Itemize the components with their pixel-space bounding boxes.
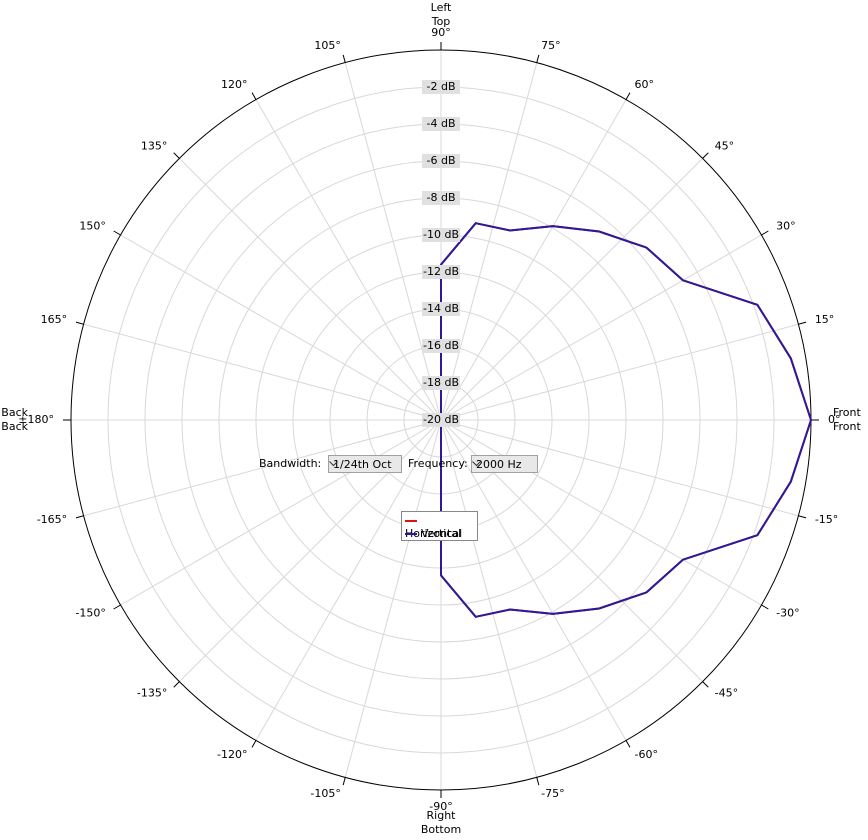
legend: Horizontal Vertical: [401, 511, 478, 541]
theta-tick-label: -150°: [75, 607, 105, 620]
direction-label: Bottom: [421, 823, 461, 836]
theta-tick: [75, 515, 84, 519]
dropdown-arrow: [472, 461, 481, 467]
theta-tick: [251, 740, 257, 748]
theta-tick: [798, 515, 807, 519]
theta-tick: [625, 92, 631, 100]
theta-tick-label: 45°: [715, 139, 735, 152]
direction-label: Back: [1, 420, 28, 433]
direction-label: Right: [427, 809, 457, 822]
theta-tick: [536, 777, 540, 786]
theta-tick-label: -75°: [541, 787, 564, 800]
bandwidth-select[interactable]: 1/24th Oct: [328, 455, 402, 473]
r-tick-label: -14 dB: [423, 302, 459, 315]
theta-tick-label: 60°: [635, 78, 655, 91]
frequency-select[interactable]: 2000 Hz: [471, 455, 538, 473]
theta-tick-label: 15°: [815, 313, 835, 326]
r-tick-label-bg: [422, 413, 460, 427]
theta-tick: [251, 92, 257, 100]
r-tick-label: -20 dB: [423, 413, 459, 426]
theta-tick: [625, 740, 631, 748]
r-tick-label: -10 dB: [423, 228, 459, 241]
r-tick-label-bg: [422, 117, 460, 131]
frequency-value: 2000 Hz: [476, 458, 522, 471]
theta-tick-label: -30°: [776, 607, 799, 620]
r-tick-label-bg: [422, 376, 460, 390]
r-tick-label-bg: [422, 80, 460, 94]
direction-label: Back: [1, 406, 28, 419]
theta-tick-label: 135°: [141, 139, 168, 152]
legend-item: Vertical: [405, 527, 462, 540]
theta-tick: [798, 321, 807, 325]
legend-swatch: [405, 520, 417, 522]
theta-tick-label: -165°: [37, 513, 67, 526]
theta-tick-label: -90°: [429, 800, 452, 813]
direction-label: Front: [833, 406, 862, 419]
legend-label: Horizontal: [405, 527, 462, 540]
theta-tick-label: -60°: [635, 748, 658, 761]
r-tick-label: -18 dB: [423, 376, 459, 389]
theta-tick-label: -105°: [310, 787, 340, 800]
frequency-label: Frequency:: [408, 457, 468, 470]
r-tick-label: -4 dB: [427, 117, 456, 130]
theta-tick: [536, 54, 540, 63]
r-tick-label: -6 dB: [427, 154, 456, 167]
dropdown-arrow: [329, 461, 338, 467]
theta-tick-label: -45°: [715, 687, 738, 700]
theta-tick-label: -15°: [815, 513, 838, 526]
theta-tick: [702, 681, 709, 688]
r-tick-label-bg: [422, 228, 460, 242]
direction-label: Top: [431, 15, 451, 28]
r-tick-label-bg: [422, 191, 460, 205]
theta-tick-label: -135°: [137, 687, 167, 700]
r-tick-label-bg: [422, 339, 460, 353]
r-tick-label: -8 dB: [427, 191, 456, 204]
direction-label: Left: [431, 1, 452, 14]
theta-tick-label: 165°: [41, 313, 68, 326]
theta-tick: [173, 152, 180, 159]
theta-tick-label: 75°: [541, 39, 561, 52]
legend-item: Horizontal: [405, 514, 477, 540]
direction-label: Front: [833, 420, 862, 433]
r-tick-label: -12 dB: [423, 265, 459, 278]
theta-tick: [113, 230, 121, 236]
theta-tick-label: 30°: [776, 220, 796, 233]
theta-tick-label: -120°: [217, 748, 247, 761]
bandwidth-label: Bandwidth:: [259, 457, 322, 470]
theta-tick-label: 105°: [314, 39, 341, 52]
theta-tick: [342, 777, 346, 786]
r-tick-label: -16 dB: [423, 339, 459, 352]
theta-tick-label: 120°: [221, 78, 248, 91]
theta-tick: [342, 54, 346, 63]
theta-tick: [75, 321, 84, 325]
legend-label: Vertical: [421, 527, 463, 540]
bandwidth-value: 1/24th Oct: [333, 458, 392, 471]
theta-tick: [113, 604, 121, 610]
theta-tick-label: 150°: [79, 220, 106, 233]
theta-tick: [702, 152, 709, 159]
r-tick-label-bg: [422, 302, 460, 316]
r-tick-label: -2 dB: [427, 80, 456, 93]
theta-tick-label: 0°: [828, 413, 841, 426]
theta-tick: [761, 230, 769, 236]
r-tick-label-bg: [422, 265, 460, 279]
theta-tick: [173, 681, 180, 688]
theta-tick-label: 90°: [431, 26, 451, 39]
r-tick-label-bg: [422, 154, 460, 168]
theta-tick: [761, 604, 769, 610]
theta-tick-label: ±180°: [18, 413, 54, 426]
legend-swatch: [405, 533, 417, 535]
